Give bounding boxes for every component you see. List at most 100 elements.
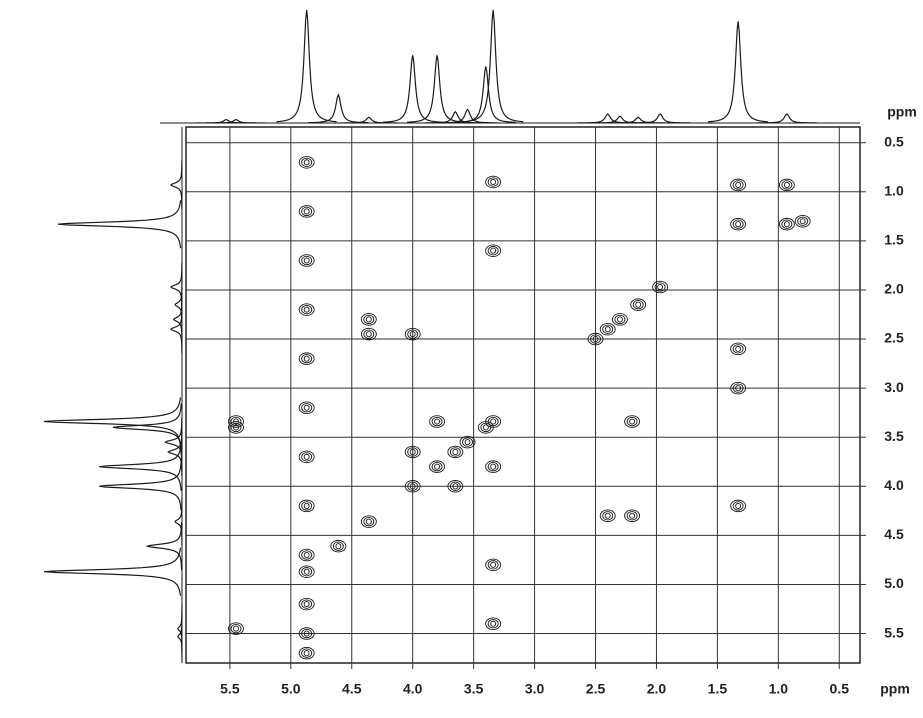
cross-peak [732,219,744,229]
cross-peak [490,247,497,254]
cross-peak [480,422,492,433]
cross-peak [434,418,441,425]
cross-peak [614,314,626,325]
cross-peak [360,313,377,326]
cross-peak [303,159,310,166]
cross-peak [490,418,497,425]
cross-peak [626,416,638,427]
cross-peak [301,550,313,560]
cross-peak [732,180,744,190]
cross-peak [464,439,471,446]
cross-peak [230,416,242,427]
cross-peak [332,541,344,551]
left-projection-peak [170,305,183,354]
cross-peak [487,619,499,629]
cross-peak [301,403,313,413]
cross-peak [360,515,377,528]
left-projection-peak [43,397,182,446]
cross-peak [447,445,464,459]
cross-peak [230,623,242,634]
cross-peak [735,502,742,509]
cross-peak [730,178,747,192]
cross-peak [228,415,244,428]
y-tick-label: 4.0 [884,477,904,493]
cross-peak [298,450,315,464]
cross-peak [735,385,742,392]
cross-peak [301,255,313,266]
cross-peak [301,628,313,639]
left-projection-peak [170,263,183,312]
top-projection-peak [308,93,369,124]
cross-peak [233,625,239,632]
cross-peak [781,219,793,229]
cross-peak [365,331,372,338]
cross-peak [602,511,614,521]
cross-peak [616,316,623,323]
cross-peak [409,331,416,338]
cross-peak [303,601,310,608]
cross-peak [298,627,315,640]
cross-peak [452,483,459,490]
top-projection-peak [437,108,498,124]
cross-peak [301,599,313,609]
cross-peak [452,448,459,455]
left-projection-peak [43,547,182,596]
cross-peak [592,335,599,343]
cross-peak [730,381,747,395]
y-tick-label: 4.5 [884,526,904,542]
cross-peak [298,646,315,660]
cross-peak [365,518,372,525]
cross-peak [303,355,310,362]
cross-peak [490,178,497,186]
cross-peak [487,560,499,570]
cross-peak [298,156,315,169]
cross-peak [781,180,793,190]
cross-peak [301,501,313,511]
x-tick-label: 5.0 [281,681,301,697]
top-axis-label: ppm [887,104,917,120]
top-projection-peak [463,9,524,123]
cross-peak [407,447,419,457]
top-projection-peak [338,116,399,124]
cross-peak [298,352,315,365]
cross-peak [654,282,666,292]
cross-peak [624,415,641,428]
cross-peak [783,221,790,228]
cross-peak [363,314,375,325]
cross-peak [298,597,315,611]
cross-peak [431,462,443,472]
y-tick-label: 2.5 [884,330,904,346]
cross-peak [485,558,502,572]
cross-peak [449,481,461,491]
cross-peak [303,650,310,657]
cross-peak [629,418,636,425]
left-projection-peak [174,280,183,329]
x-tick-label: 1.5 [708,681,728,697]
cross-peak [485,617,502,630]
cross-peak [301,157,313,167]
cross-peak [794,214,811,228]
cross-peak [409,448,416,455]
cross-peak [490,463,497,470]
cross-peak [303,257,310,264]
cross-peak [604,512,611,519]
left-projection-peak [57,200,182,249]
x-tick-label: 1.0 [769,681,789,697]
cross-peak [404,327,421,341]
top-projection-peak [425,110,486,124]
top-projection-peak [608,116,669,124]
cross-peak [228,622,244,635]
cross-peak [735,221,742,228]
left-projection-peak [145,522,183,571]
x-tick-label: 5.5 [220,681,240,697]
left-projection-peak [99,442,182,491]
cross-peak [301,567,313,577]
cross-peak [301,206,313,217]
cross-peak [298,254,315,267]
cross-peak [409,483,416,490]
cross-peak [228,421,244,434]
top-projection-peak [382,55,443,123]
cross-peak [590,334,601,344]
cross-peak [429,460,446,473]
